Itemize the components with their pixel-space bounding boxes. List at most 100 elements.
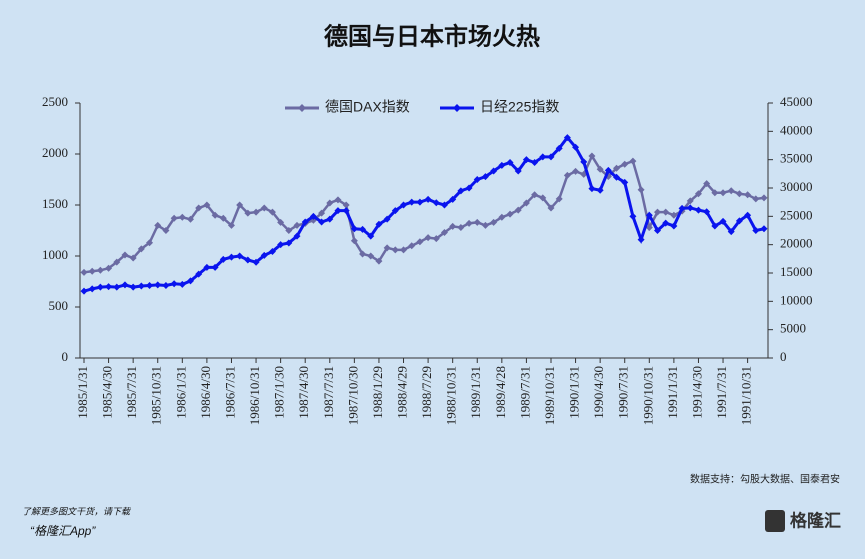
series-marker bbox=[522, 199, 530, 207]
source: 数据支持：勾股大数据、国泰君安 bbox=[690, 473, 840, 486]
legend-label: 德国DAX指数 bbox=[325, 99, 410, 115]
series-line bbox=[83, 153, 765, 274]
series-marker bbox=[432, 235, 440, 243]
series-marker bbox=[170, 214, 178, 222]
y-tick-label: 1000 bbox=[42, 247, 68, 262]
y2-tick-label: 40000 bbox=[780, 122, 813, 137]
series-marker bbox=[195, 204, 203, 212]
series-marker bbox=[285, 227, 293, 234]
y2-tick-label: 20000 bbox=[780, 236, 813, 251]
series-marker bbox=[588, 185, 596, 193]
series-marker bbox=[629, 157, 637, 165]
y-tick-label: 2000 bbox=[42, 145, 68, 160]
series-marker bbox=[227, 221, 235, 229]
series-marker bbox=[580, 158, 588, 166]
series-marker bbox=[334, 196, 342, 204]
series-marker bbox=[744, 191, 752, 199]
series-marker bbox=[588, 152, 596, 160]
footer-prompt: 了解更多图文干货，请下载 bbox=[22, 506, 131, 516]
x-tick-label: 1988/4/29 bbox=[395, 366, 410, 419]
series-marker bbox=[662, 219, 670, 227]
series-marker bbox=[187, 277, 195, 285]
series-marker bbox=[96, 283, 104, 291]
series-marker bbox=[760, 225, 768, 233]
x-tick-label: 1986/10/31 bbox=[247, 366, 262, 425]
series-marker bbox=[187, 215, 195, 223]
chart-title: 德国与日本市场火热 bbox=[324, 22, 540, 50]
series-marker bbox=[293, 221, 301, 229]
series-marker bbox=[252, 258, 260, 266]
series-marker bbox=[752, 227, 760, 234]
x-tick-label: 1987/1/30 bbox=[272, 366, 287, 419]
series-marker bbox=[473, 176, 481, 183]
series-marker bbox=[744, 211, 752, 219]
series-marker bbox=[391, 207, 399, 215]
x-tick-label: 1991/10/31 bbox=[739, 366, 754, 425]
legend-marker bbox=[298, 104, 306, 112]
y-tick-label: 500 bbox=[49, 298, 69, 313]
series-marker bbox=[162, 227, 170, 234]
x-tick-label: 1987/7/31 bbox=[321, 366, 336, 419]
series-marker bbox=[613, 164, 621, 172]
x-tick-label: 1990/1/31 bbox=[567, 366, 582, 419]
series-marker bbox=[367, 252, 375, 260]
series-marker bbox=[555, 144, 563, 152]
series-marker bbox=[146, 281, 154, 289]
series-marker bbox=[408, 198, 416, 206]
x-tick-label: 1990/4/30 bbox=[591, 366, 606, 419]
series-marker bbox=[121, 251, 129, 259]
series-marker bbox=[211, 211, 219, 219]
x-tick-label: 1987/10/30 bbox=[345, 366, 360, 425]
series-marker bbox=[621, 178, 629, 186]
series-marker bbox=[514, 206, 522, 214]
series-marker bbox=[211, 263, 219, 271]
series-marker bbox=[563, 134, 571, 142]
series-marker bbox=[490, 167, 498, 175]
x-tick-label: 1989/7/31 bbox=[517, 366, 532, 419]
series-marker bbox=[506, 210, 514, 218]
series-marker bbox=[236, 201, 244, 209]
footer-app: “格隆汇App” bbox=[30, 524, 96, 538]
x-tick-label: 1985/10/31 bbox=[149, 366, 164, 425]
series-marker bbox=[408, 242, 416, 250]
logo-icon bbox=[765, 510, 785, 532]
series-marker bbox=[653, 227, 661, 234]
logo-text: 格隆汇 bbox=[790, 510, 841, 530]
series-line bbox=[83, 135, 765, 293]
x-tick-label: 1988/10/31 bbox=[444, 366, 459, 425]
series-marker bbox=[359, 225, 367, 233]
y-tick-label: 2500 bbox=[42, 94, 68, 109]
series-marker bbox=[531, 191, 539, 199]
series-marker bbox=[703, 180, 711, 188]
series-marker bbox=[244, 209, 252, 217]
series-marker bbox=[604, 166, 612, 174]
series-marker bbox=[727, 187, 735, 195]
series-marker bbox=[760, 194, 768, 202]
x-tick-label: 1988/1/29 bbox=[370, 366, 385, 419]
series-marker bbox=[506, 159, 514, 166]
series-marker bbox=[260, 251, 268, 259]
series-marker bbox=[96, 266, 104, 274]
series-marker bbox=[645, 211, 653, 219]
series-marker bbox=[498, 161, 506, 169]
x-tick-label: 1986/1/31 bbox=[173, 366, 188, 419]
series-marker bbox=[547, 204, 555, 212]
series-marker bbox=[113, 283, 121, 291]
series-marker bbox=[694, 190, 702, 198]
series-marker bbox=[465, 184, 473, 192]
series-marker bbox=[318, 218, 326, 226]
series-marker bbox=[670, 222, 678, 230]
series-marker bbox=[260, 204, 268, 212]
series-marker bbox=[80, 287, 88, 295]
series-marker bbox=[326, 199, 334, 207]
series-marker bbox=[670, 211, 678, 219]
series-marker bbox=[88, 267, 96, 275]
series-marker bbox=[383, 215, 391, 223]
series-marker bbox=[596, 165, 604, 173]
y2-tick-label: 10000 bbox=[780, 292, 813, 307]
series-marker bbox=[449, 195, 457, 203]
x-tick-label: 1988/7/29 bbox=[419, 366, 434, 419]
series-marker bbox=[219, 255, 227, 263]
series-marker bbox=[318, 209, 326, 217]
y2-tick-label: 30000 bbox=[780, 179, 813, 194]
